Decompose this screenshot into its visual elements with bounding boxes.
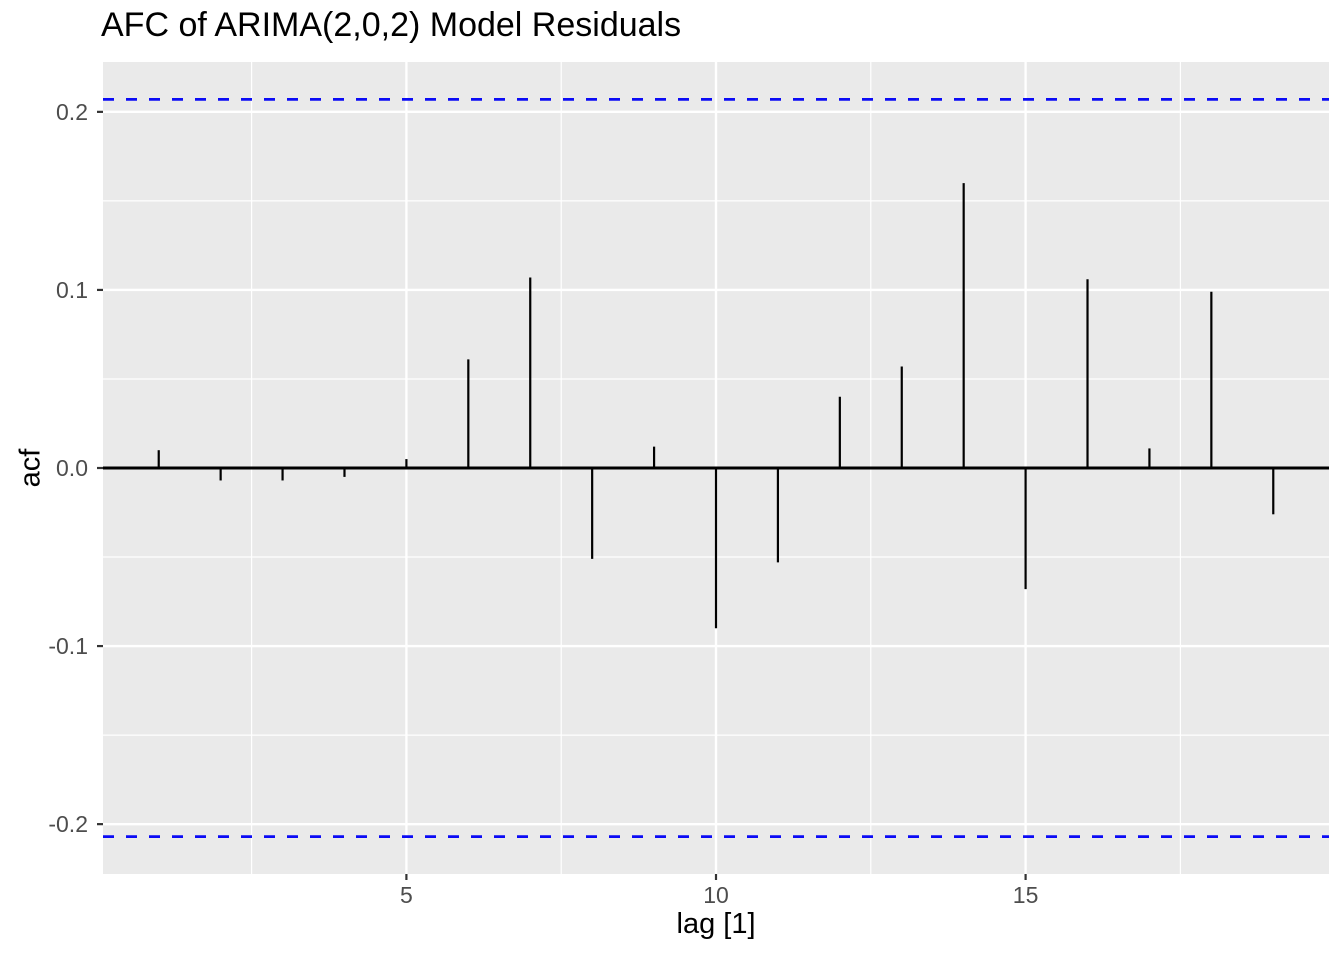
plot-title: AFC of ARIMA(2,0,2) Model Residuals [101, 6, 682, 44]
y-tick-label: 0.2 [56, 99, 88, 125]
x-axis-title: lag [1] [676, 908, 756, 940]
x-tick-label: 5 [400, 882, 413, 908]
x-tick-label: 15 [1013, 882, 1039, 908]
x-tick-label: 10 [703, 882, 729, 908]
y-tick-label: 0.1 [56, 277, 88, 303]
y-axis-title: acf [14, 448, 47, 488]
y-tick-label: -0.2 [48, 811, 88, 837]
y-tick-label: 0.0 [56, 455, 88, 481]
y-tick-label: -0.1 [48, 633, 88, 659]
